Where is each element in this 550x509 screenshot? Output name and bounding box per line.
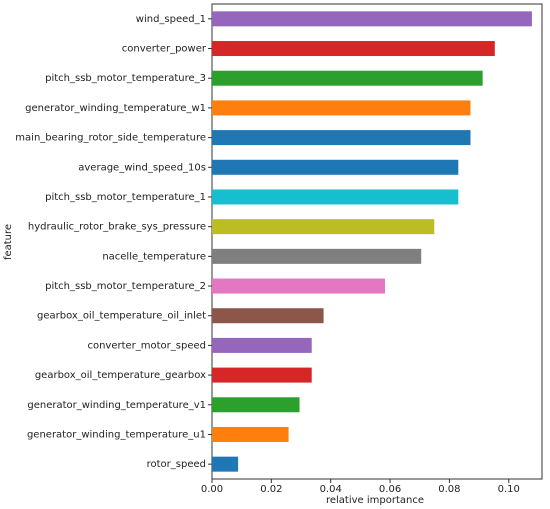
y-axis-label: feature <box>3 224 14 260</box>
bar <box>212 337 312 353</box>
x-tick-label: 0.00 <box>201 484 223 495</box>
y-tick-label: hydraulic_rotor_brake_sys_pressure <box>28 222 206 233</box>
bar <box>212 100 471 116</box>
bar <box>212 308 324 324</box>
y-tick-label: pitch_ssb_motor_temperature_3 <box>45 73 206 84</box>
x-tick-label: 0.06 <box>379 484 401 495</box>
y-tick-label: converter_power <box>122 44 207 55</box>
x-tick-label: 0.02 <box>260 484 282 495</box>
y-tick-label: pitch_ssb_motor_temperature_2 <box>45 281 206 292</box>
y-tick-label: generator_winding_temperature_v1 <box>27 400 206 411</box>
y-tick-label: generator_winding_temperature_w1 <box>25 103 206 114</box>
bar <box>212 456 239 472</box>
y-tick-label: main_bearing_rotor_side_temperature <box>15 133 206 144</box>
x-axis-label: relative importance <box>326 495 424 506</box>
bar <box>212 70 483 86</box>
bar <box>212 130 471 146</box>
x-tick-label: 0.04 <box>320 484 342 495</box>
y-tick-label: average_wind_speed_10s <box>78 162 206 173</box>
bar <box>212 397 300 413</box>
y-tick-label: rotor_speed <box>147 459 206 470</box>
bar <box>212 248 422 264</box>
bar <box>212 11 532 27</box>
bar <box>212 278 386 294</box>
y-tick-label: gearbox_oil_temperature_gearbox <box>35 370 206 381</box>
x-tick-label: 0.08 <box>438 484 460 495</box>
bar <box>212 426 289 442</box>
x-tick-label: 0.10 <box>498 484 520 495</box>
y-tick-label: nacelle_temperature <box>102 251 206 262</box>
bar <box>212 219 435 235</box>
y-tick-label: converter_motor_speed <box>87 340 206 351</box>
bar <box>212 367 312 383</box>
bar <box>212 189 459 205</box>
y-tick-label: pitch_ssb_motor_temperature_1 <box>45 192 206 203</box>
bar <box>212 41 495 57</box>
y-tick-label: generator_winding_temperature_u1 <box>27 429 206 440</box>
bar <box>212 159 459 175</box>
plot-frame <box>211 3 543 480</box>
y-tick-label: gearbox_oil_temperature_oil_inlet <box>37 311 206 322</box>
y-tick-label: wind_speed_1 <box>136 14 206 25</box>
